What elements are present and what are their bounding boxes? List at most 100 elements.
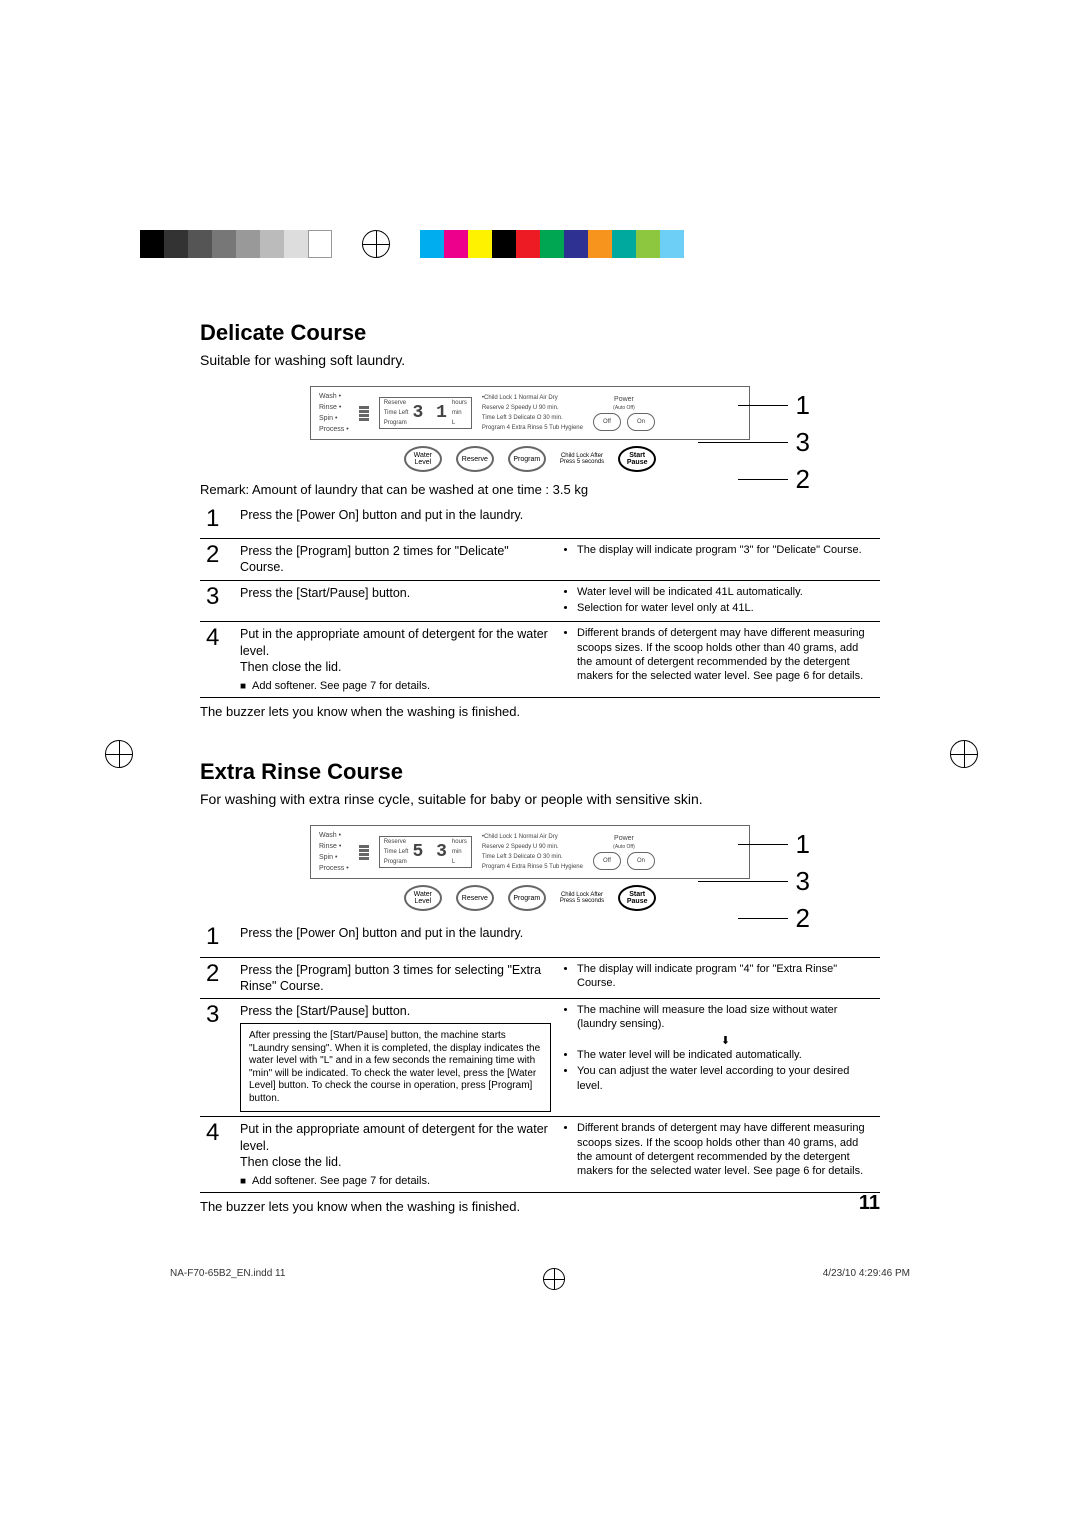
table-row: 4Put in the appropriate amount of deterg… [200,1117,880,1193]
color-swatch [492,230,516,258]
step-detail: The display will indicate program "4" fo… [557,957,880,999]
course-section: Delicate Course Suitable for washing soft… [200,320,880,719]
off-button: Off [593,413,621,431]
color-swatch [468,230,492,258]
color-swatch [164,230,188,258]
on-button: On [627,413,655,431]
color-swatch [588,230,612,258]
off-button: Off [593,852,621,870]
color-swatch [420,230,444,258]
step-number: 3 [200,999,234,1117]
steps-table: 1Press the [Power On] button and put in … [200,921,880,1193]
step-detail: Different brands of detergent may have d… [557,622,880,698]
panel-button: Program [508,446,546,472]
arrow-down-icon: ⬇ [721,1035,730,1047]
step-detail: The machine will measure the load size w… [557,999,880,1117]
control-panel-figure: Wash •Rinse •Spin •Process • ReserveTime … [310,386,750,472]
step-instruction: Put in the appropriate amount of deterge… [234,1117,557,1193]
step-instruction: Press the [Program] button 3 times for s… [234,957,557,999]
closing-text: The buzzer lets you know when the washin… [200,704,880,719]
panel-program-list: •Child Lock 1 Normal Air DryReserve 2 Sp… [482,834,583,870]
softener-note: Add softener. See page 7 for details. [240,1174,551,1188]
color-swatch [516,230,540,258]
child-lock-note: Child Lock AfterPress 5 seconds [560,892,604,904]
start-pause-button: StartPause [618,446,656,472]
callout-numbers: 132 [698,390,810,495]
footer-filename: NA-F70-65B2_EN.indd 11 [170,1268,285,1290]
color-swatch [308,230,332,258]
color-swatch [636,230,660,258]
panel-power-group: Power(Auto Off)OffOn [593,835,655,870]
color-swatch [236,230,260,258]
step-detail: Water level will be indicated 41L automa… [557,580,880,622]
print-footer: NA-F70-65B2_EN.indd 11 4/23/10 4:29:46 P… [170,1268,910,1290]
registration-mark-icon [362,230,390,258]
softener-note: Add softener. See page 7 for details. [240,679,551,693]
manual-page: Delicate Course Suitable for washing soft… [200,320,880,1254]
table-row: 3Press the [Start/Pause] button.After pr… [200,999,880,1117]
step-number: 2 [200,957,234,999]
panel-indicator-bars [359,845,369,860]
step-number: 2 [200,539,234,581]
step-detail: The display will indicate program "3" fo… [557,539,880,581]
footer-timestamp: 4/23/10 4:29:46 PM [823,1268,910,1290]
print-registration-bar [140,230,684,258]
child-lock-note: Child Lock AfterPress 5 seconds [560,453,604,465]
section-subtitle: Suitable for washing soft laundry. [200,352,880,368]
page-number: 11 [859,1192,880,1215]
step-number: 1 [200,921,234,957]
panel-power-group: Power(Auto Off)OffOn [593,396,655,431]
panel-indicator-bars [359,406,369,421]
table-row: 2Press the [Program] button 3 times for … [200,957,880,999]
panel-left-labels: Wash •Rinse •Spin •Process • [319,832,349,872]
table-row: 4Put in the appropriate amount of deterg… [200,622,880,698]
color-swatch [660,230,684,258]
panel-button: Water Level [404,885,442,911]
table-row: 3Press the [Start/Pause] button.Water le… [200,580,880,622]
color-swatch [444,230,468,258]
callout-numbers: 132 [698,829,810,934]
panel-display: ReserveTime LeftProgram5 3hoursminL [379,836,472,868]
step-number: 3 [200,580,234,622]
steps-table: 1Press the [Power On] button and put in … [200,503,880,698]
closing-text: The buzzer lets you know when the washin… [200,1199,880,1214]
panel-left-labels: Wash •Rinse •Spin •Process • [319,393,349,433]
color-swatch [540,230,564,258]
step-instruction: Press the [Start/Pause] button.After pre… [234,999,557,1117]
panel-button: Water Level [404,446,442,472]
registration-mark-footer-icon [543,1268,565,1290]
digital-readout: 5 3 [412,842,447,862]
panel-button: Program [508,885,546,911]
panel-button: Reserve [456,446,494,472]
control-panel-figure: Wash •Rinse •Spin •Process • ReserveTime … [310,825,750,911]
start-pause-button: StartPause [618,885,656,911]
color-swatch [564,230,588,258]
info-box: After pressing the [Start/Pause] button,… [240,1023,551,1112]
course-section: Extra Rinse Course For washing with extra… [200,759,880,1214]
table-row: 1Press the [Power On] button and put in … [200,503,880,539]
color-swatch [284,230,308,258]
registration-mark-left-icon [105,740,133,768]
digital-readout: 3 1 [412,403,447,423]
table-row: 2Press the [Program] button 2 times for … [200,539,880,581]
step-instruction: Press the [Program] button 2 times for "… [234,539,557,581]
registration-mark-right-icon [950,740,978,768]
step-instruction: Press the [Start/Pause] button. [234,580,557,622]
step-instruction: Press the [Power On] button and put in t… [234,503,880,539]
color-swatch [212,230,236,258]
color-swatch [140,230,164,258]
color-swatch [188,230,212,258]
panel-button: Reserve [456,885,494,911]
step-instruction: Put in the appropriate amount of deterge… [234,622,557,698]
step-detail: Different brands of detergent may have d… [557,1117,880,1193]
step-number: 4 [200,622,234,698]
section-title: Delicate Course [200,320,880,346]
section-subtitle: For washing with extra rinse cycle, suit… [200,791,880,807]
color-swatch [612,230,636,258]
step-number: 1 [200,503,234,539]
panel-display: ReserveTime LeftProgram3 1hoursminL [379,397,472,429]
on-button: On [627,852,655,870]
section-title: Extra Rinse Course [200,759,880,785]
step-number: 4 [200,1117,234,1193]
panel-program-list: •Child Lock 1 Normal Air DryReserve 2 Sp… [482,395,583,431]
